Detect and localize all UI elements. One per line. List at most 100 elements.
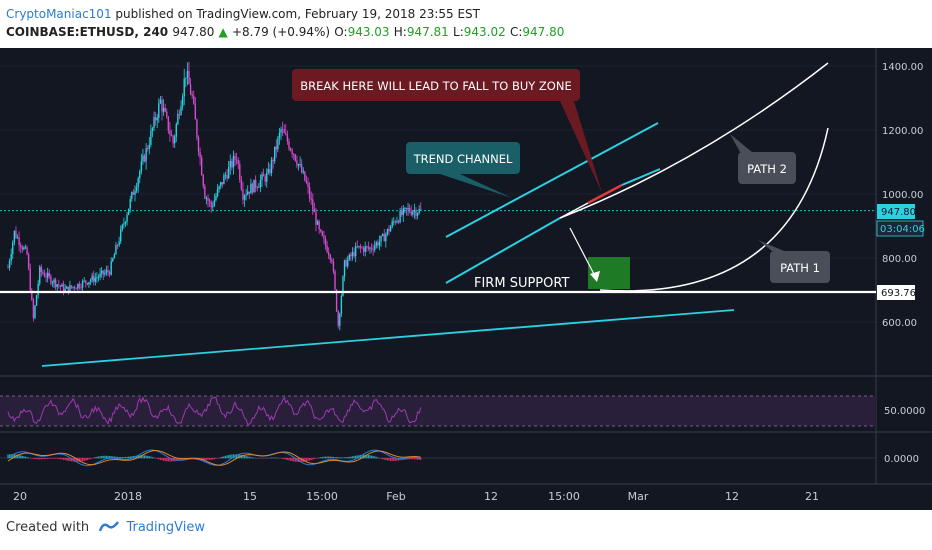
macd-bar (13, 454, 15, 459)
candle-body (266, 172, 268, 182)
candle-body (347, 259, 349, 267)
macd-bar (321, 456, 323, 459)
macd-bar (205, 458, 208, 460)
candle-body (224, 175, 227, 177)
candle-body (335, 289, 338, 312)
macd-bar (88, 458, 90, 460)
candle-body (407, 208, 409, 210)
price-change: +8.79 (+0.94%) (231, 25, 331, 39)
candle-body (142, 155, 144, 162)
macd-bar (131, 456, 133, 459)
candle-body (354, 246, 357, 257)
macd-bar (331, 456, 333, 459)
macd-bar (45, 458, 47, 459)
candle-body (210, 201, 212, 208)
candle-body (51, 282, 54, 284)
candle-body (397, 220, 400, 223)
created-with-text: Created with (6, 520, 90, 535)
candle-body (337, 311, 339, 326)
candle-body (43, 273, 46, 277)
macd-bar (336, 457, 338, 459)
candle-body (8, 261, 11, 268)
candle-body (170, 134, 173, 137)
macd-bar (61, 458, 63, 460)
candle-body (139, 171, 141, 179)
long-trend-line[interactable] (41, 309, 735, 367)
macd-bar (24, 456, 27, 459)
close-value: 947.80 (522, 25, 565, 39)
chart-canvas[interactable]: BREAK HERE WILL LEAD TO FALL TO BUY ZONE… (0, 48, 932, 510)
candle-body (270, 159, 273, 174)
macd-bar (412, 458, 414, 460)
candle-body (207, 198, 209, 201)
candle-body (164, 107, 166, 112)
macd-bar (415, 458, 417, 460)
candle-body (288, 141, 290, 149)
macd-bar (343, 457, 346, 459)
macd-bar (62, 458, 65, 460)
candle-body (300, 164, 303, 173)
candle-body (66, 286, 68, 289)
rsi-axis-label: 50.0000 (884, 406, 925, 417)
macd-bar (289, 458, 292, 461)
candle-body (416, 213, 419, 216)
price-tick-label: 1400.00 (882, 62, 923, 73)
macd-bar (178, 458, 181, 461)
candle-body (293, 153, 295, 155)
macd-bar (280, 458, 282, 459)
candle-body (291, 150, 293, 154)
candle-body (99, 273, 101, 278)
time-axis[interactable]: 20 2018 15 15:00 Feb 12 15:00 Mar 12 21 (13, 490, 819, 503)
macd-bar (380, 458, 382, 459)
path1-text: PATH 1 (780, 261, 820, 275)
candle-body (177, 114, 179, 125)
path-1-curve[interactable] (599, 127, 829, 292)
path-2-curve[interactable] (559, 62, 829, 219)
candle-body (73, 286, 76, 289)
candle-body (13, 230, 16, 243)
candle-body (242, 189, 244, 200)
macd-bar (326, 456, 328, 459)
candle-body (107, 270, 109, 273)
candle-body (316, 221, 319, 225)
channel-upper-line[interactable] (445, 122, 659, 238)
candle-body (285, 133, 287, 135)
candle-body (302, 171, 304, 173)
candle-body (77, 283, 79, 289)
macd-bar (16, 454, 19, 459)
macd-bar (291, 458, 293, 462)
price-tick-label: 600.00 (882, 318, 917, 329)
macd-bar (37, 458, 39, 460)
candle-body (85, 280, 87, 283)
macd-bar (177, 458, 179, 461)
break-line[interactable] (587, 183, 623, 205)
macd-bar (123, 457, 125, 459)
candle-body (235, 159, 238, 161)
candle-body (116, 245, 119, 246)
macd-bar (7, 454, 9, 459)
candle-body (167, 116, 170, 131)
candle-body (308, 187, 311, 199)
macd-bar (109, 455, 111, 459)
macd-bar (232, 454, 235, 459)
candle-body (375, 242, 377, 246)
candle-body (418, 208, 420, 214)
candle-body (131, 192, 133, 200)
candle-body (120, 229, 122, 242)
candle-body (81, 280, 84, 288)
candle-body (54, 279, 57, 287)
candle-body (386, 228, 389, 235)
candle-body (247, 191, 249, 195)
candle-body (221, 182, 224, 185)
tradingview-link[interactable]: TradingView (126, 520, 205, 535)
price-tick-label: 1200.00 (882, 126, 923, 137)
candle-body (258, 186, 260, 188)
author-link[interactable]: CryptoManiac101 (6, 7, 112, 21)
channel-lower-line[interactable] (445, 217, 561, 284)
price-axis[interactable]: 1400.00 1200.00 1000.00 800.00 600.00 (882, 62, 923, 329)
change-arrow-icon: ▲ (218, 25, 228, 39)
candle-body (156, 117, 158, 121)
candle-body (56, 284, 58, 287)
macd-bar (210, 458, 212, 460)
macd-bar (351, 456, 354, 459)
